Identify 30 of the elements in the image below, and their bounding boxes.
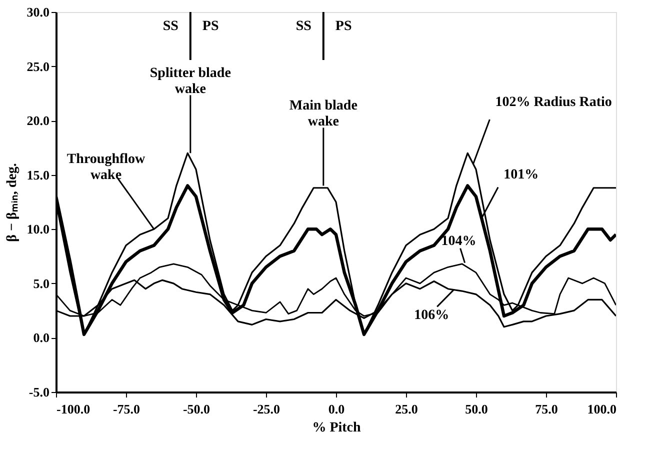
x-tick-label: -50.0 [182, 402, 210, 416]
annotation: 101% [504, 167, 539, 182]
y-tick-label: 5.0 [33, 276, 50, 291]
annotation: 106% [414, 308, 450, 323]
x-tick-label: -25.0 [252, 402, 280, 416]
y-tick-label: 30.0 [26, 4, 50, 20]
annotation: SS [162, 19, 179, 34]
y-tick-label: 15.0 [26, 167, 50, 182]
annotation: PS [202, 19, 219, 34]
x-tick-label: 50.0 [465, 402, 488, 416]
annotation: Splitter blade wake [150, 66, 231, 98]
annotation: SS [296, 19, 312, 34]
y-tick-label: 10.0 [26, 222, 50, 237]
y-tick-label: 20.0 [26, 113, 50, 128]
y-tick-label: 25.0 [26, 58, 50, 74]
x-axis-title: % Pitch [312, 420, 362, 436]
annotation: 104% [441, 234, 476, 249]
annotation: Throughflow wake [66, 152, 146, 184]
x-tick-label: 0.0 [328, 402, 345, 416]
x-tick-label: 100.0 [587, 402, 616, 416]
annotation: Main blade wake [289, 98, 358, 130]
x-tick-label: -75.0 [112, 402, 140, 416]
x-tick-label: 75.0 [535, 402, 558, 416]
y-axis-title: β − βₘᵢₙ, deg. [4, 163, 20, 242]
annotation: PS [335, 19, 352, 34]
y-tick-label: -5.0 [28, 384, 50, 400]
x-tick-label: 25.0 [395, 402, 418, 416]
x-tick-label: -100.0 [56, 402, 90, 416]
annotation: 102% Radius Ratio [495, 95, 612, 110]
y-tick-label: 0.0 [33, 330, 50, 346]
